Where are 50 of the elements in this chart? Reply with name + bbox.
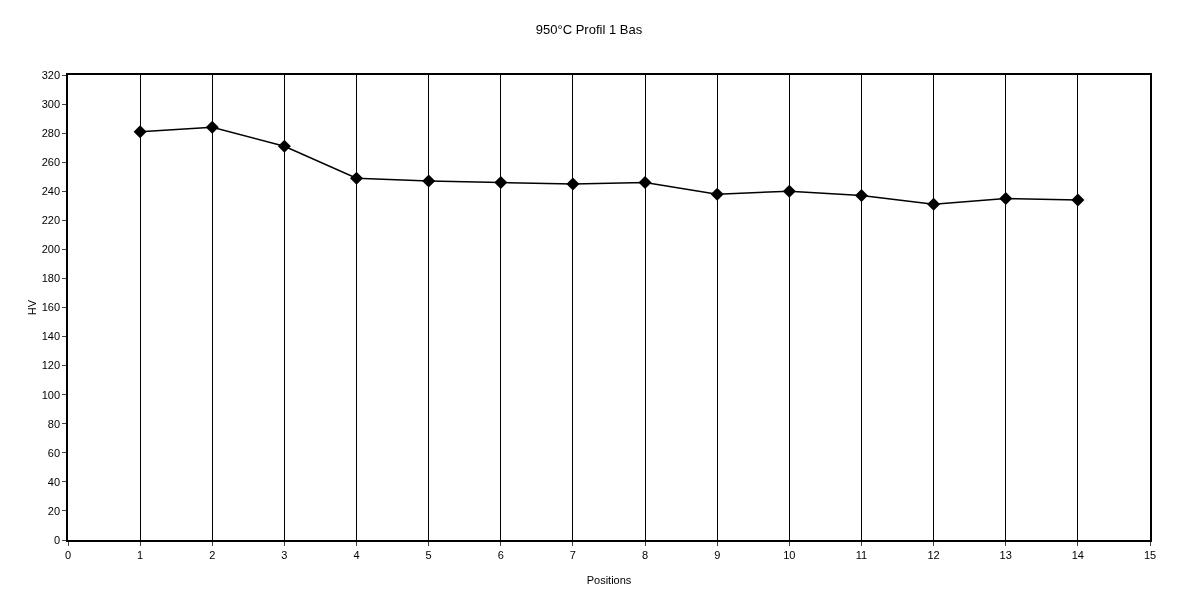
chart-title: 950°C Profil 1 Bas xyxy=(535,21,643,37)
point xyxy=(782,184,796,198)
point xyxy=(566,177,580,191)
x-tick-label: 3 xyxy=(281,548,288,561)
point xyxy=(854,189,868,203)
x-tick-label: 10 xyxy=(783,548,796,561)
x-tick-label: 5 xyxy=(425,548,432,561)
y-tick-label: 140 xyxy=(41,330,61,343)
point xyxy=(133,125,147,139)
point xyxy=(927,197,941,211)
x-tick-label: 2 xyxy=(209,548,216,561)
point xyxy=(710,187,724,201)
point xyxy=(494,176,508,190)
x-tick-label: 1 xyxy=(137,548,144,561)
y-tick-label: 80 xyxy=(47,417,61,430)
y-tick-label: 0 xyxy=(53,533,61,546)
y-tick-label: 260 xyxy=(41,156,61,169)
y-tick-label: 60 xyxy=(47,446,61,459)
point xyxy=(350,171,364,185)
y-tick-label: 220 xyxy=(41,214,61,227)
point xyxy=(277,139,291,153)
y-axis-title: HV xyxy=(25,299,38,316)
y-tick-label: 280 xyxy=(41,126,61,139)
point xyxy=(1071,193,1085,207)
x-tick-label: 11 xyxy=(855,548,868,561)
y-tick-label: 300 xyxy=(41,97,61,110)
y-tick-label: 120 xyxy=(41,359,61,372)
x-tick-label: 9 xyxy=(714,548,721,561)
x-axis-title: Positions xyxy=(586,573,632,586)
point xyxy=(205,120,219,134)
point xyxy=(638,176,652,190)
point xyxy=(999,192,1013,206)
y-tick-label: 100 xyxy=(41,388,61,401)
y-tick-label: 160 xyxy=(41,301,61,314)
x-tick-label: 8 xyxy=(642,548,649,561)
y-tick-label: 200 xyxy=(41,243,61,256)
x-tick-label: 6 xyxy=(497,548,504,561)
x-tick-label: 7 xyxy=(569,548,576,561)
x-tick-label: 0 xyxy=(64,548,72,561)
y-tick-label: 20 xyxy=(47,504,61,517)
y-tick-label: 180 xyxy=(41,272,61,285)
y-tick-label: 240 xyxy=(41,185,61,198)
x-tick-label: 13 xyxy=(999,548,1012,561)
point xyxy=(422,174,436,188)
x-tick-label: 15 xyxy=(1143,548,1157,561)
x-tick-label: 12 xyxy=(927,548,940,561)
y-tick-label: 40 xyxy=(47,475,61,488)
y-tick-label: 320 xyxy=(41,68,61,81)
x-tick-label: 14 xyxy=(1071,548,1084,561)
x-tick-label: 4 xyxy=(353,548,360,561)
